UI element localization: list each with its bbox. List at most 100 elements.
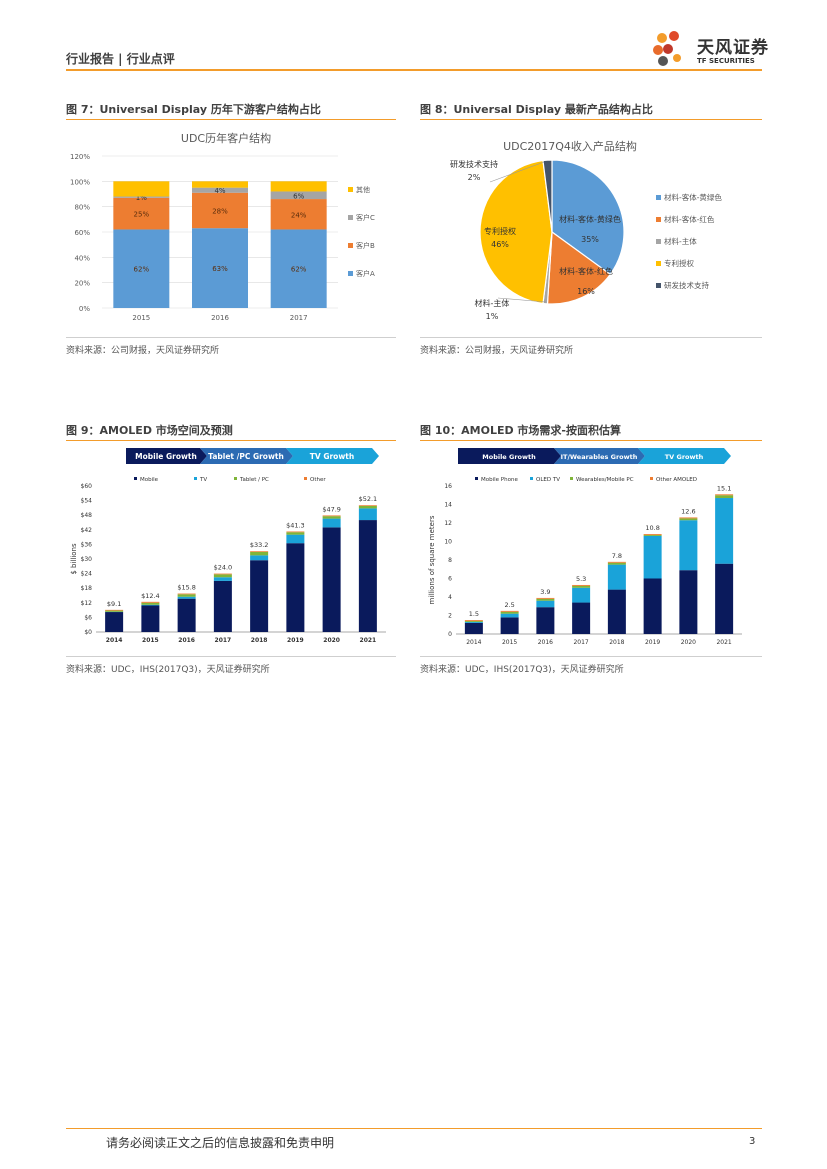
pie-slice-材料-客体-红色 [546, 230, 612, 305]
y-tick-label: $54 [81, 498, 93, 505]
legend-label: 客户A [356, 269, 375, 278]
x-tick-label: 2014 [106, 637, 123, 644]
amoled-market-chart: Mobile Growth Tablet /PC Growth TV Growth M… [70, 448, 386, 644]
bar-segment-Mobile [286, 543, 305, 632]
total-label: $9.1 [107, 600, 121, 608]
customer-structure-chart: UDC历年客户结构 0% 20% 40% 60% 80% 100% 120% 62% 25% 1% 2… [70, 131, 375, 322]
phase-label: IT/Wearables Growth [561, 453, 638, 461]
figure-8-bottom-rule [420, 337, 762, 338]
legend-label: Wearables/Mobile PC [576, 477, 634, 483]
bar-segment-Tablet / PC [322, 516, 341, 519]
leader-line [497, 297, 547, 303]
total-label: 1.5 [469, 610, 479, 618]
bar-segment-Mobile Phone [500, 617, 519, 634]
figure-7-bottom-rule [66, 337, 396, 338]
legend-swatch [194, 477, 197, 480]
bar-segment-Other [105, 609, 124, 611]
slice-label: 材料-主体 [475, 298, 510, 308]
legend-swatch [656, 195, 661, 200]
bar-segment-Wearables/Mobile PC [607, 562, 626, 565]
total-label: $41.3 [286, 522, 305, 530]
figure-9-rule [66, 440, 396, 441]
bar-segment-客户C [113, 196, 170, 198]
figure-8-rule [420, 119, 762, 120]
bar-segment-Other [177, 593, 196, 595]
legend-label: Tablet / PC [239, 477, 269, 483]
phase-banner [458, 448, 561, 464]
bar-segment-Other AMOLED [607, 561, 626, 563]
y-axis-label: millions of square meters [428, 515, 436, 604]
bar-segment-Tablet / PC [213, 574, 232, 578]
legend-swatch [134, 477, 137, 480]
bar-segment-客户B [192, 192, 248, 229]
bar-segment-OLED TV [500, 613, 519, 618]
x-tick-label: 2018 [609, 639, 624, 646]
total-label: $47.9 [322, 505, 341, 513]
legend-label: 材料-客体-黄绿色 [664, 192, 722, 202]
figure-10-chart: Mobile Growth IT/Wearables Growth TV Growt… [420, 446, 762, 654]
legend-swatch [530, 477, 533, 480]
total-label: $12.4 [141, 592, 160, 600]
bar-segment-TV [141, 604, 160, 606]
legend-label: 客户B [356, 241, 375, 250]
amoled-area-chart: Mobile Growth IT/Wearables Growth TV Growt… [428, 448, 742, 646]
bar-segment-Tablet / PC [105, 610, 124, 612]
legend-swatch [348, 243, 353, 248]
y-tick-label: 16 [444, 483, 452, 490]
bar-segment-Other [141, 601, 160, 603]
y-tick-label: $36 [81, 541, 93, 548]
y-tick-label: 40% [74, 254, 90, 262]
slice-percent: 35% [581, 235, 599, 244]
y-tick-label: 0% [79, 305, 90, 313]
bar-segment-其他 [270, 181, 327, 192]
bar-segment-Mobile [213, 580, 232, 632]
figure-8-title: 图 8：Universal Display 最新产品结构占比 [420, 103, 653, 116]
bar-segment-OLED TV [715, 498, 734, 564]
bar-segment-客户B [270, 199, 327, 230]
legend-label: Mobile [140, 477, 159, 483]
legend-swatch [348, 215, 353, 220]
legend-label: Other AMOLED [656, 477, 697, 483]
data-label: 1% [136, 194, 147, 202]
bar-segment-Other AMOLED [464, 620, 483, 622]
y-tick-label: 2 [448, 613, 452, 620]
phase-label: Mobile Growth [135, 452, 197, 461]
y-tick-label: 60% [74, 229, 90, 237]
phase-label: TV Growth [665, 453, 704, 461]
bar-segment-Tablet / PC [141, 602, 160, 605]
x-tick-label: 2017 [573, 639, 588, 646]
bar-segment-客户C [192, 187, 248, 193]
bar-segment-TV [177, 596, 196, 599]
legend-swatch [234, 477, 237, 480]
phase-banner [126, 448, 207, 464]
figure-9-source: 资料来源：UDC，IHS(2017Q3)，天风证券研究所 [66, 665, 270, 675]
footer-divider [66, 1128, 762, 1129]
bar-segment-Other [250, 551, 269, 552]
bar-segment-Wearables/Mobile PC [643, 535, 662, 536]
bar-segment-TV [213, 577, 232, 581]
legend-label: Mobile Phone [481, 477, 518, 483]
bar-segment-Other AMOLED [500, 610, 519, 612]
bar-segment-TV [358, 508, 377, 521]
slice-percent: 16% [577, 287, 595, 296]
data-label: 6% [293, 192, 304, 200]
bar-segment-Wearables/Mobile PC [464, 621, 483, 622]
bar-segment-Wearables/Mobile PC [715, 495, 734, 499]
total-label: $15.8 [177, 584, 196, 592]
bar-segment-OLED TV [464, 621, 483, 623]
legend-label: 客户C [356, 213, 375, 222]
x-tick-label: 2017 [290, 314, 308, 322]
legend-swatch [656, 217, 661, 222]
y-tick-label: 4 [448, 594, 452, 601]
legend-swatch [656, 239, 661, 244]
figure-9-bottom-rule [66, 656, 396, 657]
bar-segment-Tablet / PC [286, 532, 305, 535]
legend-label: OLED TV [536, 477, 560, 483]
y-tick-label: 8 [448, 557, 452, 564]
bar-segment-Wearables/Mobile PC [536, 598, 555, 601]
x-tick-label: 2016 [538, 639, 553, 646]
brand-name-en: TF SECURITIES [697, 57, 755, 65]
brand-logo [650, 28, 770, 72]
bar-segment-Tablet / PC [358, 505, 377, 509]
